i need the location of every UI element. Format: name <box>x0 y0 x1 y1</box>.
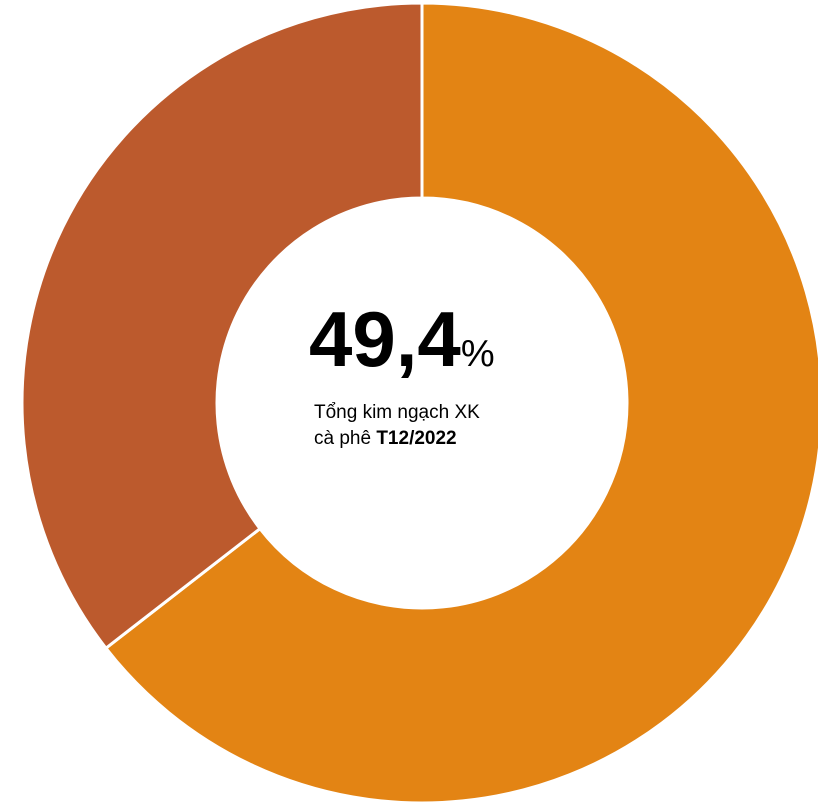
center-percentage: 49,4% <box>309 300 495 378</box>
donut-slices <box>20 1 818 805</box>
caption-line-2-prefix: cà phê <box>314 428 377 449</box>
center-caption: Tổng kim ngạch XK cà phê T12/2022 <box>314 400 480 452</box>
caption-line-1: Tổng kim ngạch XK <box>314 402 480 423</box>
donut-slice-2 <box>20 1 424 651</box>
center-unit: % <box>460 333 495 375</box>
center-value: 49,4 <box>309 295 461 383</box>
caption-period: T12/2022 <box>376 428 457 449</box>
caption-line-2: cà phê T12/2022 <box>314 426 480 452</box>
donut-slice-1 <box>103 1 818 805</box>
